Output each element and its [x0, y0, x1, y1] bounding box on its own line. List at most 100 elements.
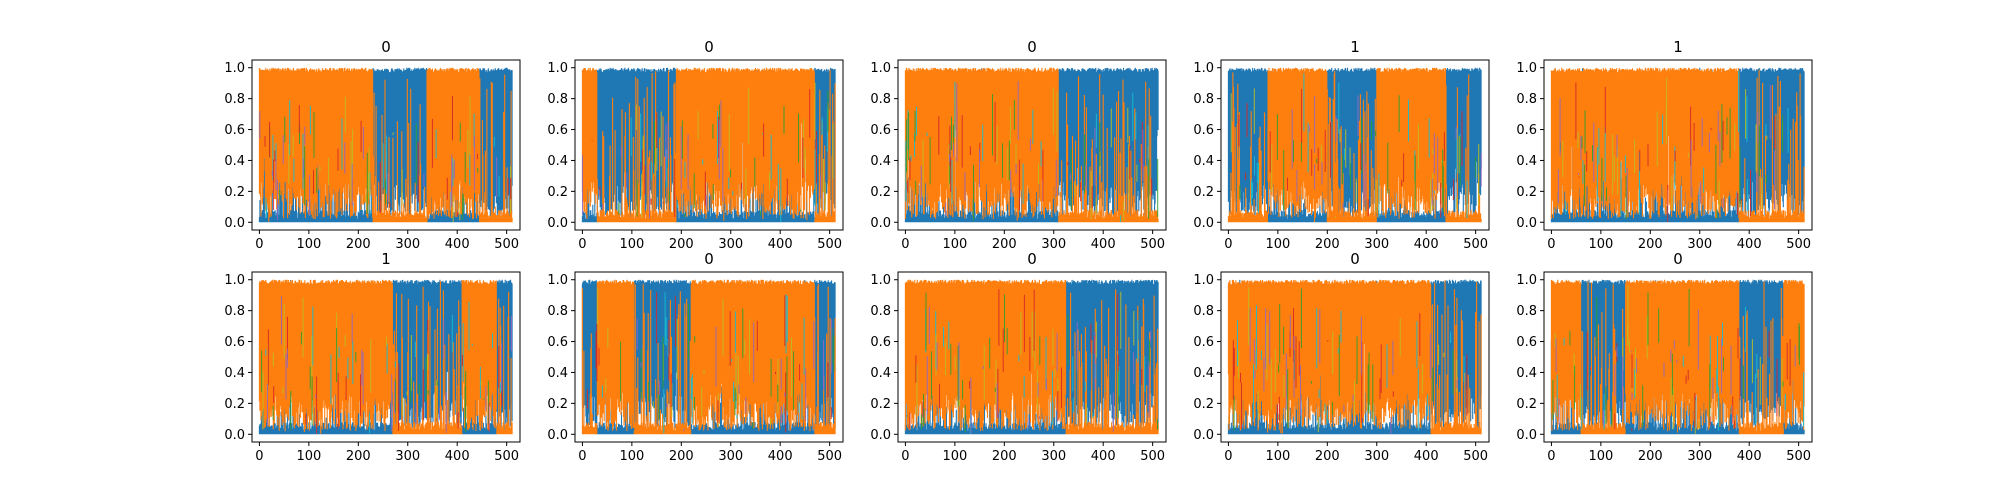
axes-frame [897, 59, 1167, 231]
y-tick-label: 0.2 [224, 397, 245, 412]
subplot-title: 0 [704, 38, 714, 56]
noise-series [264, 96, 512, 217]
x-tick-label: 500 [817, 449, 842, 464]
noise-series [265, 302, 501, 434]
y-tick-label: 0.6 [870, 335, 891, 350]
y-tick-label: 0.8 [1516, 92, 1537, 107]
plot-area [1227, 279, 1482, 435]
subplot-0: 0.0 0.2 0.4 0.6 0.8 1.0 0 100 200 300 400 500 0 [224, 38, 521, 252]
x-tick-label: 400 [445, 449, 470, 464]
x-tick-label: 200 [669, 449, 694, 464]
y-tick-label: 0.0 [224, 428, 245, 443]
x-tick-label: 100 [1265, 237, 1290, 252]
noise-series [906, 94, 1159, 221]
x-tick-label: 300 [718, 237, 743, 252]
x-tick-label: 300 [395, 237, 420, 252]
x-tick-label: 200 [1315, 237, 1340, 252]
noise-series [618, 90, 829, 218]
noise-series [620, 303, 835, 429]
y-tick-label: 0.0 [870, 428, 891, 443]
x-tick-label: 500 [1786, 449, 1811, 464]
y-tick-label: 0.6 [1193, 123, 1214, 138]
x-tick-label: 0 [1224, 449, 1232, 464]
axes-frame [574, 59, 844, 231]
x-tick-label: 200 [346, 237, 371, 252]
y-tick-label: 0.4 [1516, 366, 1537, 381]
x-tick-label: 400 [1091, 449, 1116, 464]
y-tick-label: 1.0 [224, 61, 245, 76]
subplot-title: 0 [381, 38, 391, 56]
y-tick-label: 0.0 [224, 216, 245, 231]
y-tick-label: 0.2 [870, 185, 891, 200]
noise-series [1556, 306, 1805, 431]
y-tick-label: 0.8 [870, 304, 891, 319]
noise-series [265, 100, 500, 218]
x-tick-label: 300 [1041, 237, 1066, 252]
y-tick-label: 0.2 [547, 397, 568, 412]
noise-series [1239, 95, 1477, 213]
y-tick-label: 1.0 [1193, 273, 1214, 288]
x-tick-label: 300 [1364, 449, 1389, 464]
y-tick-label: 0.4 [1516, 154, 1537, 169]
subplot-title: 1 [1350, 38, 1360, 56]
x-tick-label: 100 [296, 449, 321, 464]
x-tick-label: 100 [1588, 449, 1613, 464]
x-tick-label: 200 [1315, 449, 1340, 464]
x-tick-label: 500 [1463, 449, 1488, 464]
plot-area [581, 279, 836, 435]
y-tick-label: 0.4 [1193, 154, 1214, 169]
y-tick-label: 0.0 [1193, 216, 1214, 231]
plot-area [258, 67, 513, 223]
noise-series [906, 292, 1158, 433]
y-tick-label: 0.2 [1516, 397, 1537, 412]
y-tick-label: 0.6 [547, 335, 568, 350]
y-tick-label: 0.6 [1516, 335, 1537, 350]
x-tick-label: 0 [1547, 237, 1555, 252]
x-tick-label: 400 [1414, 449, 1439, 464]
x-tick-label: 200 [992, 237, 1017, 252]
subplot-3: 0.0 0.2 0.4 0.6 0.8 1.0 0 100 200 300 400 500 1 [1193, 38, 1490, 252]
noise-series [269, 112, 479, 220]
x-tick-label: 300 [1687, 237, 1712, 252]
axes-frame [251, 59, 521, 231]
x-tick-label: 0 [1547, 449, 1555, 464]
noise-series [582, 100, 821, 219]
plot-area [581, 67, 836, 223]
y-tick-label: 0.6 [1516, 123, 1537, 138]
x-tick-label: 500 [1140, 449, 1165, 464]
x-tick-label: 300 [718, 449, 743, 464]
axes-frame [251, 271, 521, 443]
axes-frame [1220, 271, 1490, 443]
subplot-2: 0.0 0.2 0.4 0.6 0.8 1.0 0 100 200 300 400 500 0 [870, 38, 1167, 252]
noise-series [1557, 84, 1775, 211]
x-tick-label: 200 [669, 237, 694, 252]
subplot-1: 0.0 0.2 0.4 0.6 0.8 1.0 0 100 200 300 400 500 0 [547, 38, 844, 252]
y-tick-label: 0.6 [870, 123, 891, 138]
noise-series [1565, 71, 1789, 216]
noise-series [1230, 88, 1480, 218]
y-tick-label: 1.0 [870, 61, 891, 76]
x-tick-label: 0 [901, 237, 909, 252]
y-tick-label: 0.8 [547, 304, 568, 319]
subplot-7: 0.0 0.2 0.4 0.6 0.8 1.0 0 100 200 300 400 500 0 [870, 250, 1167, 464]
y-tick-label: 0.6 [224, 335, 245, 350]
y-tick-label: 0.2 [1193, 397, 1214, 412]
x-tick-label: 0 [578, 237, 586, 252]
noise-series [598, 107, 828, 222]
x-tick-label: 400 [1737, 237, 1762, 252]
y-tick-label: 1.0 [1516, 61, 1537, 76]
noise-series [1238, 88, 1463, 218]
y-tick-label: 1.0 [547, 273, 568, 288]
x-tick-label: 300 [1364, 237, 1389, 252]
noise-series [586, 292, 832, 433]
y-tick-label: 1.0 [1193, 61, 1214, 76]
subplot-title: 0 [1673, 250, 1683, 268]
y-tick-label: 0.0 [547, 216, 568, 231]
x-tick-label: 0 [1224, 237, 1232, 252]
y-tick-label: 0.8 [870, 92, 891, 107]
y-tick-label: 0.4 [547, 154, 568, 169]
noise-series [1291, 95, 1482, 209]
y-tick-label: 0.0 [1516, 428, 1537, 443]
x-tick-label: 300 [1687, 449, 1712, 464]
